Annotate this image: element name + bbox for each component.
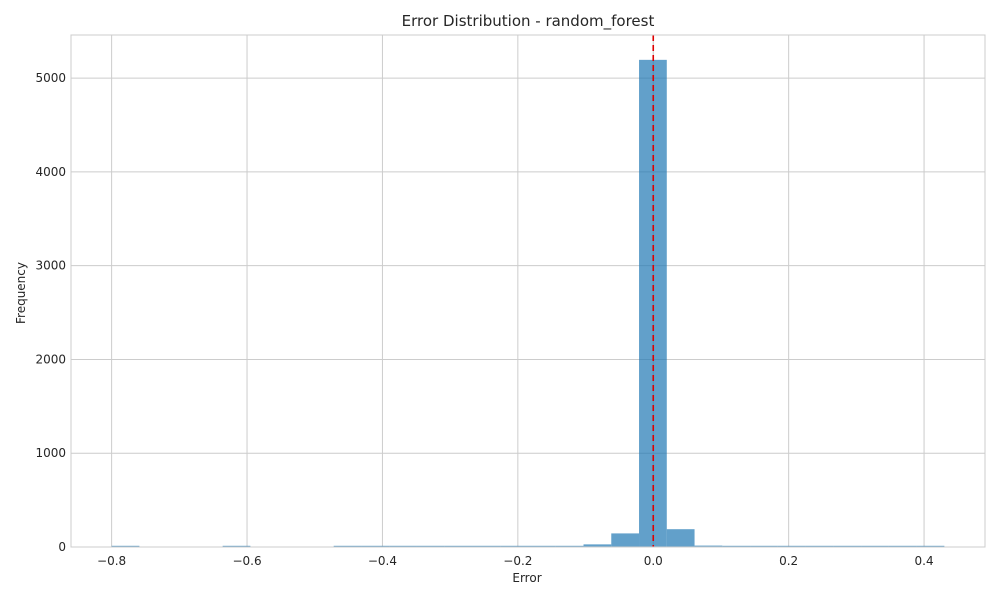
histogram-bar: [805, 545, 834, 547]
histogram-bar: [222, 545, 251, 547]
chart-title: Error Distribution - random_forest: [402, 12, 655, 31]
histogram-bar: [777, 545, 806, 547]
x-axis-label: Error: [512, 571, 541, 585]
histogram-bars: [111, 59, 945, 547]
y-tick-label: 4000: [35, 165, 66, 179]
histogram-bar: [722, 545, 751, 547]
x-tick-label: −0.8: [97, 554, 126, 568]
y-axis-ticks: 0 1000 2000 3000 4000 5000: [35, 71, 66, 554]
histogram-bar: [666, 529, 695, 547]
plot-area-frame: [70, 34, 986, 548]
histogram-bar: [111, 545, 140, 547]
histogram-bar: [916, 545, 945, 547]
histogram-bar: [833, 545, 862, 547]
histogram-bar: [694, 545, 723, 547]
x-tick-label: 0.0: [644, 554, 663, 568]
y-tick-label: 3000: [35, 259, 66, 273]
histogram-bar: [528, 545, 556, 547]
x-tick-label: −0.4: [368, 554, 397, 568]
grid-lines: [71, 35, 985, 548]
histogram-bar: [861, 545, 889, 547]
y-tick-label: 1000: [35, 446, 66, 460]
histogram-bar: [750, 545, 778, 547]
histogram-bar: [611, 533, 640, 547]
x-tick-label: 0.2: [779, 554, 798, 568]
y-tick-label: 5000: [35, 71, 66, 85]
x-tick-label: 0.4: [915, 554, 934, 568]
x-axis-ticks: −0.8 −0.6 −0.4 −0.2 0.0 0.2 0.4: [97, 554, 934, 568]
histogram-bar: [416, 545, 445, 547]
histogram-bar: [444, 545, 473, 547]
histogram-bar: [500, 545, 528, 547]
histogram-bar: [361, 545, 390, 547]
histogram-bar: [583, 544, 612, 547]
histogram-bar: [472, 545, 501, 547]
y-axis-label: Frequency: [14, 262, 28, 324]
histogram-bar: [389, 545, 417, 547]
y-tick-label: 0: [58, 540, 66, 554]
y-tick-label: 2000: [35, 352, 66, 366]
x-tick-label: −0.2: [503, 554, 532, 568]
histogram-bar: [555, 545, 584, 547]
x-tick-label: −0.6: [232, 554, 261, 568]
histogram-bar: [639, 59, 667, 547]
histogram-bar: [888, 545, 917, 547]
histogram-bar: [333, 545, 362, 547]
